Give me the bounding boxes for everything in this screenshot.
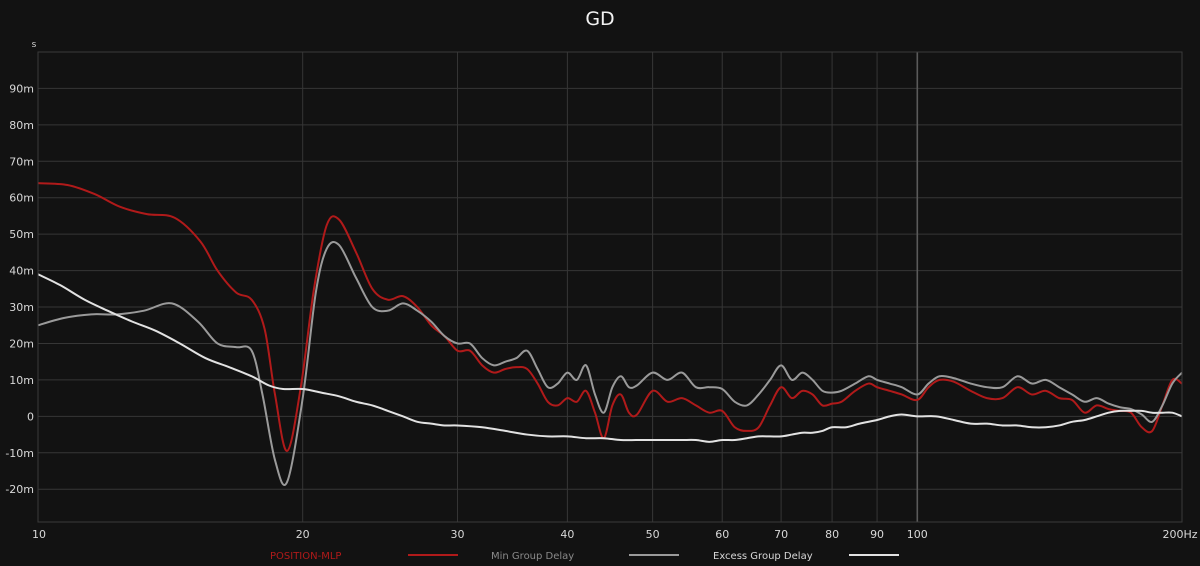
x-tick-label: 60 xyxy=(715,528,729,541)
grid xyxy=(38,52,1182,522)
legend-label-min-group-delay: Min Group Delay xyxy=(491,551,574,562)
y-tick-label: 80m xyxy=(9,119,34,132)
x-tick-label: 20 xyxy=(296,528,310,541)
x-tick-label: 200Hz xyxy=(1162,528,1197,541)
legend-label-excess-group-delay: Excess Group Delay xyxy=(713,551,813,562)
series-group xyxy=(37,182,1183,486)
x-tick-label: 70 xyxy=(774,528,788,541)
y-tick-label: 40m xyxy=(9,265,34,278)
y-tick-label: 60m xyxy=(9,192,34,205)
position-mlp-line xyxy=(37,182,1183,452)
y-tick-label: -10m xyxy=(5,447,34,460)
y-tick-label: 0 xyxy=(27,410,34,423)
min-group-delay-line xyxy=(37,241,1183,486)
y-tick-label: 30m xyxy=(9,301,34,314)
y-tick-label: 20m xyxy=(9,337,34,350)
x-tick-label: 50 xyxy=(646,528,660,541)
y-tick-label: -20m xyxy=(5,483,34,496)
plot-frame xyxy=(37,51,1183,523)
legend: POSITION-MLP Min Group Delay Excess Group … xyxy=(270,551,899,562)
x-tick-label: 80 xyxy=(825,528,839,541)
x-tick-label: 10 xyxy=(32,528,46,541)
y-tick-label: 10m xyxy=(9,374,34,387)
y-axis-ticks: 90m 80m 70m 60m 50m 40m 30m 20m 10m 0 -10m -20m xyxy=(5,82,34,496)
excess-group-delay-line xyxy=(37,273,1183,443)
x-tick-label: 90 xyxy=(870,528,884,541)
x-axis-ticks: 10 20 30 40 50 60 70 80 90 100 200Hz xyxy=(32,528,1198,541)
y-tick-label: 70m xyxy=(9,155,34,168)
chart-title: GD xyxy=(585,8,614,30)
y-tick-label: 50m xyxy=(9,228,34,241)
x-tick-label: 40 xyxy=(560,528,574,541)
y-axis-unit-label: s xyxy=(32,40,37,50)
x-tick-label: 30 xyxy=(451,528,465,541)
legend-label-position-mlp: POSITION-MLP xyxy=(270,551,341,562)
y-tick-label: 90m xyxy=(9,82,34,95)
x-tick-label: 100 xyxy=(907,528,928,541)
